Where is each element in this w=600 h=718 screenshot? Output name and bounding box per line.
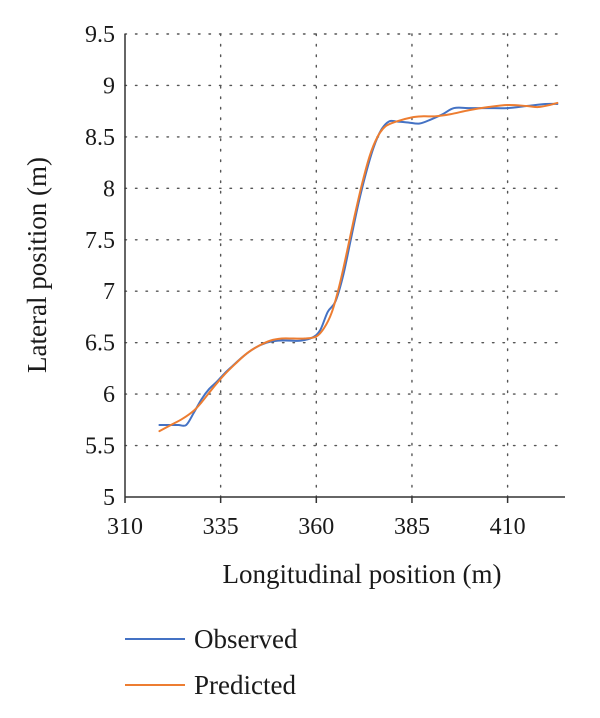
y-tick-label: 5 — [103, 485, 115, 511]
x-tick-label: 335 — [203, 514, 239, 540]
y-tick-label: 6.5 — [85, 331, 115, 357]
x-tick-label: 310 — [107, 514, 143, 540]
y-axis-title: Lateral position (m) — [22, 157, 52, 373]
legend-label-predicted: Predicted — [194, 670, 296, 700]
x-tick-label: 410 — [490, 514, 526, 540]
y-tick-label: 7.5 — [85, 228, 115, 254]
series — [158, 101, 559, 433]
legend-label-observed: Observed — [194, 624, 298, 654]
y-tick-label: 9 — [103, 73, 115, 99]
series-line-observed — [158, 102, 559, 427]
y-tick-label: 9.5 — [85, 22, 115, 48]
legend: Observed Predicted — [125, 624, 298, 700]
y-tick-label: 5.5 — [85, 434, 115, 460]
y-tick-label: 8.5 — [85, 125, 115, 151]
legend-item-predicted: Predicted — [125, 670, 296, 700]
grid — [124, 33, 566, 503]
y-tick-label: 8 — [103, 176, 115, 202]
x-axis-title: Longitudinal position (m) — [223, 559, 502, 589]
y-tick-label: 6 — [103, 382, 115, 408]
y-tick-label: 7 — [103, 279, 115, 305]
axes — [124, 34, 565, 498]
x-tick-labels: 310 335 360 385 410 — [107, 514, 526, 540]
x-tick-label: 385 — [394, 514, 430, 540]
x-tick-label: 360 — [298, 514, 334, 540]
series-line-predicted — [158, 101, 559, 433]
y-tick-labels: 5 5.5 6 6.5 7 7.5 8 8.5 9 9.5 — [85, 22, 115, 511]
legend-item-observed: Observed — [125, 624, 298, 654]
